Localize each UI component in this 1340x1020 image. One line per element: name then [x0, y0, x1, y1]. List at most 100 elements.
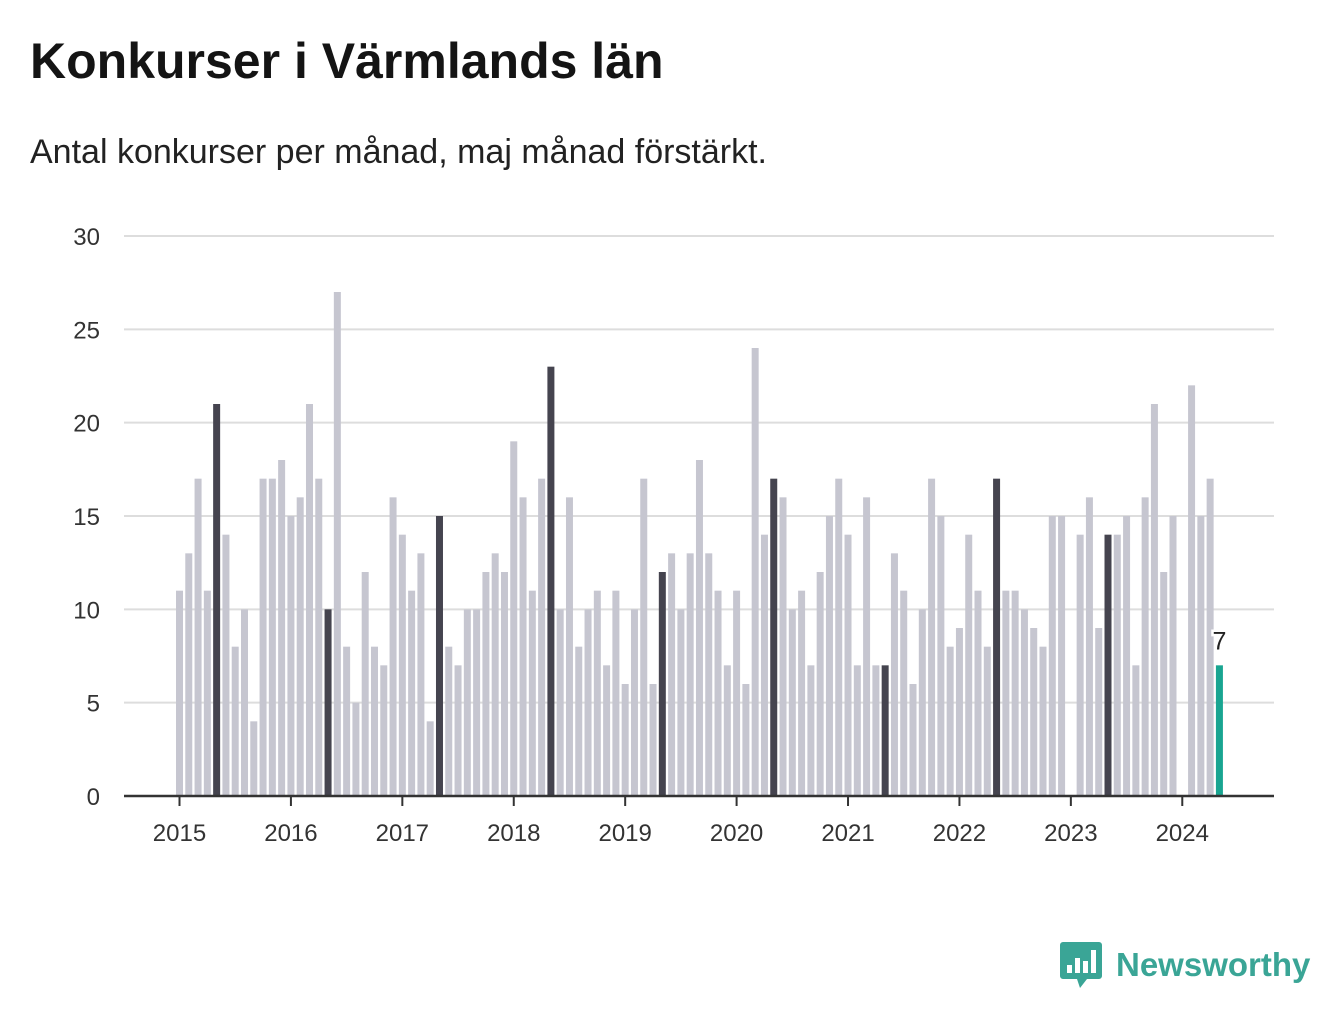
bar [723, 665, 731, 796]
bar [1058, 516, 1066, 796]
bar [1206, 478, 1214, 796]
bar [1002, 590, 1010, 796]
bar [278, 460, 286, 796]
bar [937, 516, 945, 796]
bar [872, 665, 880, 796]
bar [1123, 516, 1131, 796]
bar [241, 609, 248, 796]
y-tick-label: 20 [73, 411, 100, 438]
bar [1076, 534, 1084, 796]
bar [473, 609, 481, 796]
bar [603, 665, 611, 796]
bar [853, 665, 861, 796]
bar [463, 609, 471, 796]
bar [1169, 516, 1177, 796]
bar [1030, 628, 1038, 796]
bar [287, 516, 295, 796]
bar [333, 292, 341, 796]
y-tick-label: 25 [73, 317, 100, 344]
x-tick-label: 2021 [821, 820, 874, 847]
bar [835, 478, 843, 796]
bar [389, 497, 397, 796]
bar [928, 478, 936, 796]
bar [760, 534, 768, 796]
bar [668, 553, 676, 796]
bar [565, 497, 573, 796]
x-tick-label: 2016 [264, 820, 317, 847]
bar [343, 646, 351, 796]
bar [426, 721, 434, 796]
bars [176, 292, 1223, 796]
x-tick-label: 2017 [376, 820, 429, 847]
y-tick-label: 0 [87, 784, 100, 811]
bar [315, 478, 323, 796]
bar [807, 665, 815, 796]
bar [733, 590, 741, 796]
bar-may [993, 478, 1001, 796]
chart-title: Konkurser i Värmlands län [30, 33, 664, 89]
bar [1141, 497, 1149, 796]
bar-may [658, 572, 666, 796]
bar [844, 534, 852, 796]
bar [519, 497, 527, 796]
bar [491, 553, 499, 796]
bar-may [1104, 534, 1112, 796]
x-tick-label: 2024 [1156, 820, 1209, 847]
bar [1150, 404, 1158, 796]
x-tick-label: 2022 [933, 820, 986, 847]
bar [370, 646, 378, 796]
bar [1188, 385, 1196, 796]
bar [500, 572, 508, 796]
bar [686, 553, 694, 796]
bar [955, 628, 963, 796]
bar [1197, 516, 1205, 796]
bar [296, 497, 304, 796]
bar [983, 646, 991, 796]
bar [445, 646, 453, 796]
bar [1020, 609, 1028, 796]
bar [1011, 590, 1019, 796]
bar [612, 590, 620, 796]
bar [176, 590, 183, 796]
bar-may [881, 665, 889, 796]
bar-may [213, 404, 221, 796]
brand-name: Newsworthy [1116, 946, 1311, 983]
bar [640, 478, 648, 796]
y-tick-label: 15 [73, 504, 100, 531]
x-axis-ticks: 2015 2016 2017 2018 2019 2020 2021 2022 2023 2024 [153, 796, 1209, 847]
brand: Newsworthy [1060, 940, 1310, 990]
x-tick-label: 2020 [710, 820, 763, 847]
bar [231, 646, 239, 796]
bar [528, 590, 536, 796]
bar [918, 609, 926, 796]
bar [222, 534, 230, 796]
bar [268, 478, 276, 796]
x-tick-label: 2015 [153, 820, 206, 847]
bar [825, 516, 833, 796]
bar-may [547, 366, 555, 796]
bar [203, 590, 211, 796]
bar [398, 534, 406, 796]
newsworthy-logo-icon [1060, 942, 1102, 988]
bar [1113, 534, 1121, 796]
x-tick-label: 2019 [598, 820, 651, 847]
y-tick-label: 10 [73, 597, 100, 624]
bar [454, 665, 462, 796]
bar [798, 590, 806, 796]
bar [890, 553, 898, 796]
bar [946, 646, 954, 796]
bar [1048, 516, 1056, 796]
latest-value-label: 7 [1212, 627, 1226, 655]
bar [965, 534, 973, 796]
bar [677, 609, 685, 796]
bar [575, 646, 583, 796]
bar [417, 553, 425, 796]
bar [593, 590, 601, 796]
bar [1039, 646, 1047, 796]
bar [538, 478, 546, 796]
bar-latest [1215, 665, 1223, 796]
y-axis-ticks: 0 5 10 15 20 25 30 [73, 224, 100, 811]
bar [621, 684, 629, 796]
bar [816, 572, 824, 796]
bar [909, 684, 917, 796]
